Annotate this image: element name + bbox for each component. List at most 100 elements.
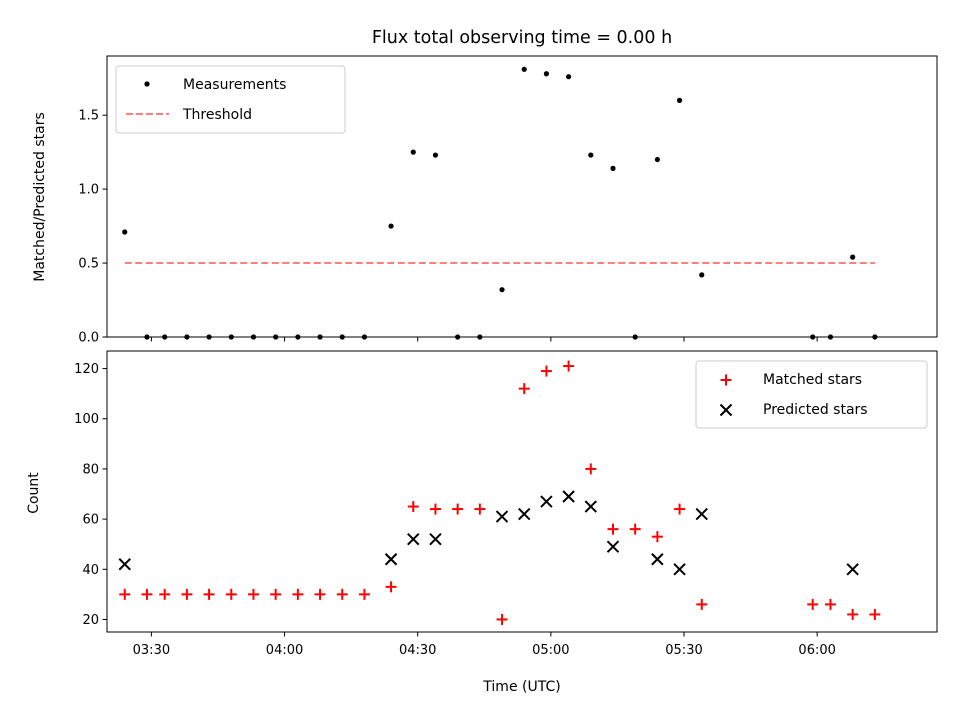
measurement-point bbox=[850, 254, 856, 260]
predicted-star-point-b bbox=[606, 540, 620, 553]
predicted-star-point-b bbox=[429, 532, 442, 546]
predicted-star-point-b bbox=[407, 532, 420, 546]
measurement-point bbox=[477, 334, 483, 340]
bottom-y-axis-label: Count bbox=[26, 472, 42, 514]
measurement-point bbox=[206, 334, 212, 340]
measurement-point bbox=[543, 71, 550, 77]
top-chart-title: Flux total observing time = 0.00 h bbox=[372, 28, 672, 48]
matched-star-point bbox=[807, 598, 819, 610]
matched-star-point bbox=[247, 588, 259, 600]
matched-star-point bbox=[336, 588, 348, 600]
matched-star-point bbox=[674, 503, 686, 515]
predicted-star-point bbox=[495, 510, 509, 523]
predicted-star-point-b bbox=[518, 507, 531, 521]
predicted-star-point-b bbox=[562, 490, 575, 503]
predicted-star-point bbox=[673, 563, 686, 576]
matched-star-point bbox=[358, 588, 370, 600]
predicted-star-point-b bbox=[846, 563, 859, 576]
predicted-star-point bbox=[606, 540, 620, 553]
bottom-x-axis-label: Time (UTC) bbox=[482, 679, 560, 695]
matched-star-point bbox=[203, 588, 215, 600]
bottom-y-tick-label: 120 bbox=[74, 362, 99, 377]
top-y-tick-label: 1.5 bbox=[78, 109, 99, 124]
bottom-x-tick-label: 05:00 bbox=[532, 643, 569, 658]
matched-star-point bbox=[696, 598, 708, 610]
matched-star-point bbox=[181, 588, 193, 600]
measurement-point bbox=[295, 334, 301, 340]
legend-predicted-cross-b bbox=[719, 403, 733, 417]
legend-matched-marker bbox=[720, 374, 732, 386]
bottom-y-tick-label: 20 bbox=[82, 613, 99, 628]
top-legend-frame bbox=[115, 65, 346, 134]
matched-star-point bbox=[141, 588, 153, 600]
measurement-point bbox=[162, 334, 168, 340]
top-y-tick-label: 0.0 bbox=[78, 331, 99, 346]
predicted-star-point bbox=[584, 500, 598, 513]
matched-star-point bbox=[119, 588, 131, 600]
measurement-point bbox=[228, 334, 234, 340]
matched-star-point bbox=[629, 523, 641, 535]
bottom-y-tick-label: 80 bbox=[82, 462, 99, 477]
predicted-star-point-b bbox=[495, 510, 509, 523]
predicted-star-point bbox=[384, 553, 398, 566]
predicted-star-point bbox=[407, 532, 420, 546]
predicted-star-point bbox=[429, 532, 442, 546]
predicted-star-point bbox=[651, 553, 664, 566]
matched-star-point bbox=[159, 588, 171, 600]
matched-star-point bbox=[824, 598, 836, 610]
predicted-star-point bbox=[540, 495, 553, 508]
legend-measurements-marker bbox=[144, 81, 150, 87]
measurement-point bbox=[521, 66, 527, 72]
legend-predicted-label: Predicted stars bbox=[763, 402, 868, 418]
legend-threshold-label: Threshold bbox=[182, 107, 252, 123]
matched-star-point bbox=[292, 588, 304, 600]
matched-star-point bbox=[585, 463, 597, 475]
matched-star-point bbox=[429, 503, 441, 515]
matched-star-point bbox=[540, 365, 552, 377]
measurement-point bbox=[632, 334, 638, 340]
legend-predicted-marker bbox=[719, 403, 733, 417]
measurement-point bbox=[432, 152, 439, 158]
matched-star-point bbox=[518, 383, 530, 395]
bottom-x-tick-label: 04:00 bbox=[266, 643, 303, 658]
legend-matched-plus bbox=[720, 374, 732, 386]
predicted-star-point bbox=[695, 507, 708, 521]
matched-star-point bbox=[385, 581, 397, 593]
top-y-tick-label: 1.0 bbox=[78, 183, 99, 198]
bottom-y-tick-label: 100 bbox=[74, 412, 99, 427]
bottom-legend: Matched stars Predicted stars bbox=[695, 360, 928, 429]
matched-star-point bbox=[651, 531, 663, 543]
predicted-star-point-b bbox=[540, 495, 553, 508]
predicted-star-point bbox=[846, 563, 859, 576]
matched-star-point bbox=[563, 360, 575, 372]
bottom-x-tick-label: 05:30 bbox=[665, 643, 702, 658]
matched-star-point bbox=[474, 503, 486, 515]
measurement-point bbox=[250, 334, 257, 340]
measurement-point bbox=[317, 334, 323, 340]
bottom-plot: 20 40 60 80 100 120 03:30 04:00 04:30 05:00 05:30 0… bbox=[74, 350, 938, 658]
matched-star-point bbox=[314, 588, 326, 600]
matched-star-point bbox=[452, 503, 464, 515]
legend-predicted-cross bbox=[719, 403, 733, 417]
predicted-star-point bbox=[518, 507, 531, 521]
bottom-x-tick-label: 06:00 bbox=[798, 643, 835, 658]
measurement-point bbox=[455, 334, 461, 340]
measurement-point bbox=[654, 156, 660, 163]
legend-matched-label: Matched stars bbox=[763, 372, 862, 388]
top-legend: Measurements Threshold bbox=[115, 65, 346, 134]
measurement-point bbox=[388, 223, 394, 229]
measurement-point bbox=[810, 334, 816, 340]
legend-measurements-label: Measurements bbox=[183, 77, 286, 93]
matched-star-point bbox=[607, 523, 619, 535]
top-y-tick-label: 0.5 bbox=[78, 257, 99, 272]
measurement-point bbox=[499, 287, 505, 293]
matched-star-point bbox=[407, 501, 419, 513]
matched-star-point bbox=[270, 588, 282, 600]
top-plot: 0.0 0.5 1.0 1.5 bbox=[78, 55, 938, 346]
measurement-point bbox=[699, 272, 705, 278]
predicted-star-point-b bbox=[584, 500, 598, 513]
predicted-star-point bbox=[118, 558, 131, 571]
matched-star-point bbox=[225, 588, 237, 600]
measurement-point bbox=[566, 74, 572, 80]
